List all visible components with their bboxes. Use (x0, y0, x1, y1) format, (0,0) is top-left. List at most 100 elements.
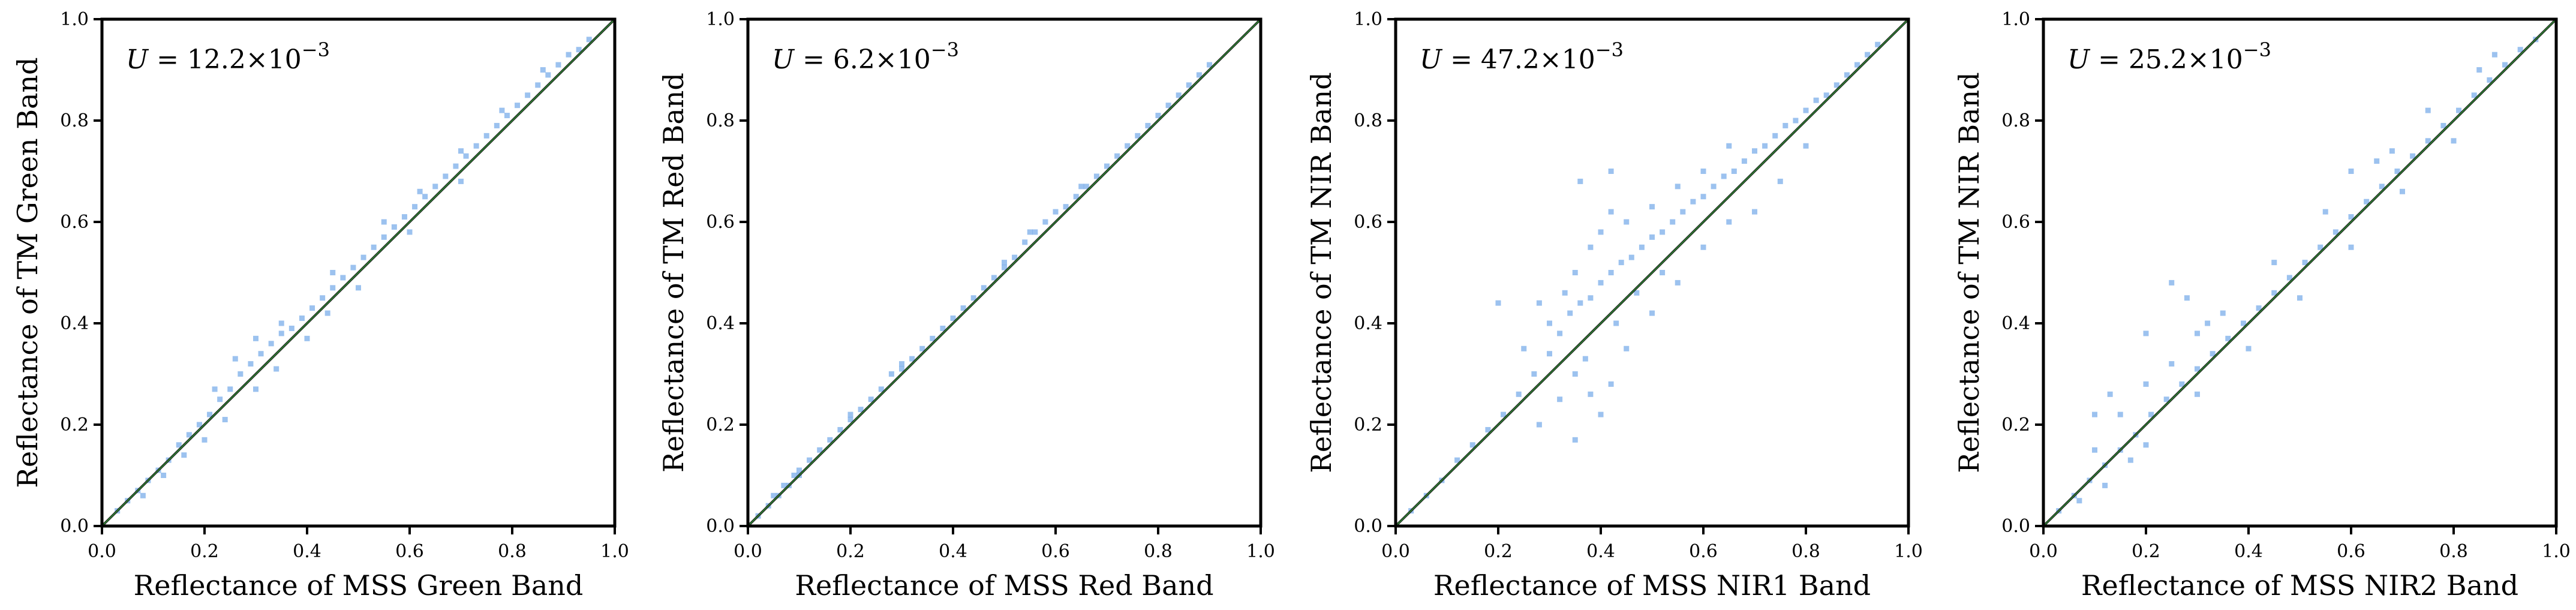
data-point (1567, 310, 1573, 316)
annotation-symbol: U (772, 44, 795, 75)
data-point (2440, 122, 2446, 128)
annotation-exponent: −3 (2243, 38, 2271, 61)
data-point (278, 330, 284, 336)
data-point (1454, 457, 1460, 463)
data-point (566, 52, 572, 58)
data-point (1618, 260, 1624, 266)
data-point (2148, 411, 2154, 417)
data-point (1772, 133, 1778, 139)
data-point (2195, 391, 2200, 397)
x-axis-label: Reflectance of MSS Green Band (134, 569, 584, 602)
data-point (161, 473, 167, 478)
data-point (2210, 351, 2216, 357)
data-point (217, 396, 223, 402)
data-point (1649, 204, 1655, 210)
x-tick-label: 0.2 (836, 541, 865, 562)
data-point (2471, 92, 2477, 98)
subplot-1: 0.0 0.2 0.4 0.6 0.8 1.0 0.0 0.2 0.4 0.6 0.8 1.0 Refl… (11, 9, 629, 602)
data-point (781, 482, 787, 488)
annotation-exponent: −3 (931, 38, 959, 61)
data-point (1516, 391, 1522, 397)
data-point (1588, 391, 1594, 397)
x-tick-label: 0.4 (939, 541, 967, 562)
data-point (817, 447, 823, 453)
data-point (1562, 290, 1568, 296)
data-point (1803, 143, 1809, 149)
data-point (2076, 498, 2082, 504)
data-point (1783, 122, 1789, 128)
data-point (2256, 305, 2262, 311)
data-point (1531, 371, 1537, 377)
data-point (1726, 143, 1732, 149)
data-point (586, 37, 592, 43)
data-point (1752, 209, 1757, 215)
data-point (1135, 133, 1141, 139)
data-point (350, 265, 356, 271)
x-tick-label: 0.0 (734, 541, 762, 562)
data-point (181, 452, 187, 458)
data-point (1083, 184, 1089, 190)
x-tick-label: 0.8 (498, 541, 527, 562)
data-point (1803, 107, 1809, 113)
data-point (207, 411, 213, 417)
data-point (1002, 260, 1007, 266)
y-tick-label: 0.6 (60, 212, 89, 233)
data-point (253, 386, 258, 392)
data-point (1608, 381, 1614, 387)
data-point (1649, 234, 1655, 240)
data-point (2225, 335, 2231, 341)
data-point (288, 325, 294, 331)
data-point (1042, 219, 1048, 225)
data-point (1721, 173, 1727, 179)
annotation-value: = 25.2×10 (2090, 44, 2243, 75)
data-point (504, 113, 510, 119)
data-point (1485, 426, 1491, 432)
data-point (2143, 442, 2149, 448)
subplot-2: 0.0 0.2 0.4 0.6 0.8 1.0 0.0 0.2 0.4 0.6 0.8 1.0 Refl… (657, 9, 1275, 602)
x-tick-label: 0.6 (1689, 541, 1718, 562)
data-point (330, 285, 336, 291)
data-point (381, 234, 387, 240)
data-point (2400, 188, 2405, 194)
data-point (412, 204, 418, 210)
data-point (1660, 270, 1666, 275)
data-point (1588, 244, 1594, 250)
data-point (1588, 295, 1594, 301)
y-tick-label: 1.0 (60, 9, 89, 30)
data-point (2127, 457, 2133, 463)
data-point (2364, 199, 2370, 205)
data-point (2271, 260, 2277, 266)
data-point (847, 417, 853, 423)
data-point (2410, 153, 2416, 159)
y-tick-label: 0.0 (706, 516, 735, 537)
y-tick-label: 1.0 (2001, 9, 2030, 30)
x-tick-label: 0.0 (2029, 541, 2058, 562)
data-point (2389, 148, 2395, 154)
data-point (1833, 82, 1839, 88)
x-tick-label: 0.4 (1586, 541, 1615, 562)
data-point (545, 72, 551, 78)
axes-frame (1394, 17, 1910, 528)
data-point (1731, 169, 1737, 174)
uncertainty-annotation: U = 25.2×10−3 (2067, 38, 2271, 75)
data-point (2240, 320, 2246, 326)
data-point (2379, 184, 2385, 190)
data-point (407, 229, 413, 235)
x-tick-label: 0.6 (395, 541, 424, 562)
x-tick-label: 0.6 (1041, 541, 1070, 562)
y-tick-label: 0.4 (706, 313, 735, 334)
x-tick-label: 0.4 (293, 541, 321, 562)
data-point (1680, 209, 1686, 215)
data-point (2092, 411, 2097, 417)
data-point (1690, 199, 1696, 205)
data-point (2394, 169, 2400, 174)
data-point (202, 437, 208, 443)
subplot-3: 0.0 0.2 0.4 0.6 0.8 1.0 0.0 0.2 0.4 0.6 0.8 1.0 Refl… (1305, 9, 1923, 602)
y-tick-label: 0.0 (1354, 516, 1382, 537)
axes-frame (2042, 17, 2558, 528)
data-point (1865, 52, 1871, 58)
data-point (371, 244, 377, 250)
data-point (176, 442, 182, 448)
data-point (1752, 148, 1757, 154)
